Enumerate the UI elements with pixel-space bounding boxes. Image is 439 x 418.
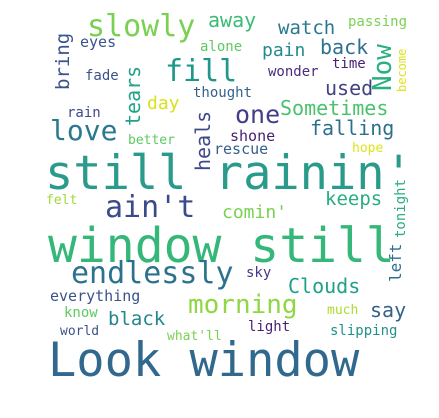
word-thought: thought (193, 85, 253, 101)
word-rain: rain (67, 105, 101, 121)
word-better: better (128, 133, 175, 148)
word-aint: ain't (105, 190, 196, 225)
word-wonder: wonder (268, 64, 319, 80)
word-look-window: Look window (48, 333, 360, 388)
word-used: used (325, 76, 374, 100)
word-felt: felt (46, 193, 78, 208)
word-sometimes: Sometimes (280, 96, 389, 120)
word-keeps: keeps (325, 188, 383, 210)
word-slipping: slipping (330, 323, 398, 339)
word-window-still: window still (48, 218, 395, 274)
word-clouds: Clouds (288, 274, 361, 298)
word-fill: fill (165, 54, 238, 89)
word-away: away (208, 8, 257, 32)
word-tonight: tonight (393, 178, 409, 238)
word-sky: sky (246, 265, 272, 281)
word-heals: heals (191, 110, 215, 171)
word-comin: comin' (222, 202, 288, 223)
word-hope: hope (352, 141, 384, 156)
word-fade: fade (85, 68, 119, 84)
word-whatll: what'll (167, 329, 222, 344)
word-rescue: rescue (214, 140, 269, 158)
word-tears: tears (121, 65, 145, 126)
word-time: time (332, 56, 366, 72)
word-now: Now (368, 44, 398, 91)
word-know: know (64, 305, 98, 321)
word-slowly: slowly (87, 9, 196, 44)
word-bring: bring (52, 32, 74, 90)
word-eyes: eyes (80, 33, 117, 51)
word-pain: pain (262, 40, 306, 61)
word-day: day (147, 93, 180, 114)
word-shone: shone (230, 127, 276, 145)
word-morning: morning (188, 290, 298, 320)
word-one: one (235, 100, 281, 129)
word-say: say (370, 298, 407, 322)
word-love: love (50, 114, 118, 147)
word-back: back (320, 35, 369, 59)
word-watch: watch (278, 17, 336, 39)
word-falling: falling (310, 116, 395, 140)
word-cloud-canvas: Look window window still still rainin' e… (30, 0, 430, 400)
word-alone: alone (200, 39, 243, 55)
word-become: become (395, 48, 409, 92)
word-endlessly: endlessly (71, 256, 234, 291)
word-passing: passing (348, 14, 408, 30)
word-much: much (327, 303, 359, 318)
word-left: left (386, 243, 405, 282)
word-world: world (60, 324, 100, 339)
word-black: black (108, 308, 166, 330)
word-light: light (248, 319, 291, 335)
word-everything: everything (50, 287, 141, 305)
word-still-rainin: still rainin' (45, 146, 413, 201)
